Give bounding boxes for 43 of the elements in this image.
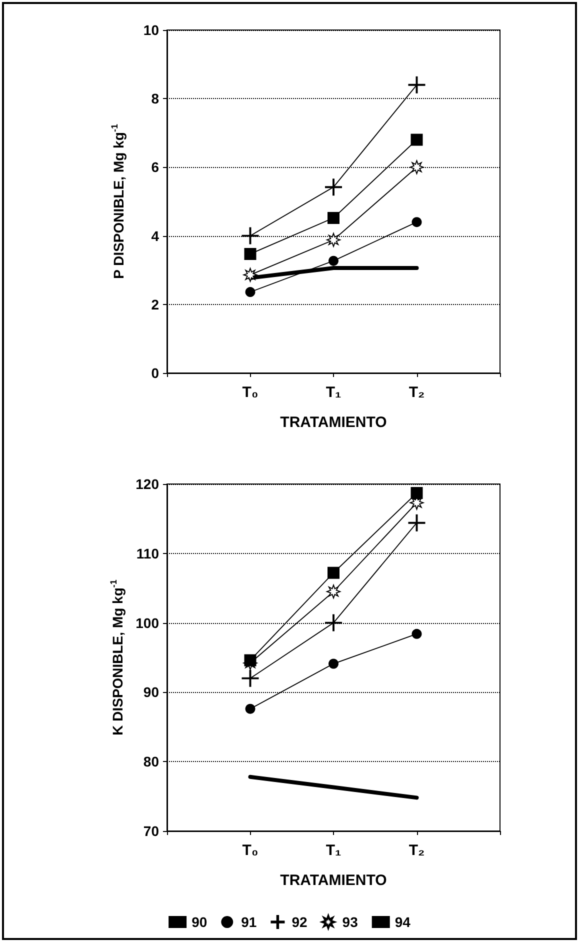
y-tick-label: 100 (136, 614, 160, 631)
point (326, 584, 340, 599)
y-tick-label: 110 (136, 545, 160, 562)
point (412, 217, 422, 228)
point (328, 212, 340, 224)
point (244, 248, 256, 260)
point (328, 658, 338, 669)
x-tick-label: T₂ (408, 384, 425, 401)
point (245, 704, 256, 714)
legend-label: 91 (241, 914, 257, 930)
point (410, 134, 423, 146)
point (412, 628, 422, 639)
x-axis-title: TRATAMIENTO (280, 872, 388, 889)
y-tick-label: 70 (143, 823, 160, 839)
point (245, 287, 256, 298)
legend-label: 94 (394, 914, 411, 930)
x-tick-label: T₀ (242, 384, 258, 401)
legend-label: 93 (342, 914, 358, 930)
y-axis-title: K DISPONIBLE, Mg kg-1 (108, 580, 126, 736)
x-tick-label: T₁ (326, 384, 342, 401)
y-tick-label: 10 (143, 22, 160, 38)
y-tick-label: 80 (143, 754, 160, 770)
point (243, 268, 258, 282)
y-axis-title: P DISPONIBLE, Mg kg-1 (110, 124, 126, 279)
point (410, 487, 423, 500)
legend-label: 92 (292, 914, 308, 930)
y-tick-label: 2 (151, 296, 160, 312)
point (328, 566, 340, 579)
x-tick-label: T₁ (326, 842, 342, 859)
point (244, 654, 256, 666)
y-tick-label: 120 (136, 476, 160, 492)
x-tick-label: T₂ (408, 842, 425, 859)
y-tick-label: 90 (143, 684, 160, 700)
point (326, 232, 340, 247)
y-tick-label: 8 (151, 90, 160, 107)
y-tick-label: 4 (151, 228, 160, 244)
point (410, 160, 424, 174)
legend-label: 90 (192, 914, 208, 930)
x-tick-label: T₀ (242, 842, 258, 859)
y-tick-label: 6 (151, 159, 160, 176)
y-tick-label: 0 (151, 365, 160, 381)
point (328, 256, 338, 266)
x-axis-title: TRATAMIENTO (280, 414, 388, 431)
